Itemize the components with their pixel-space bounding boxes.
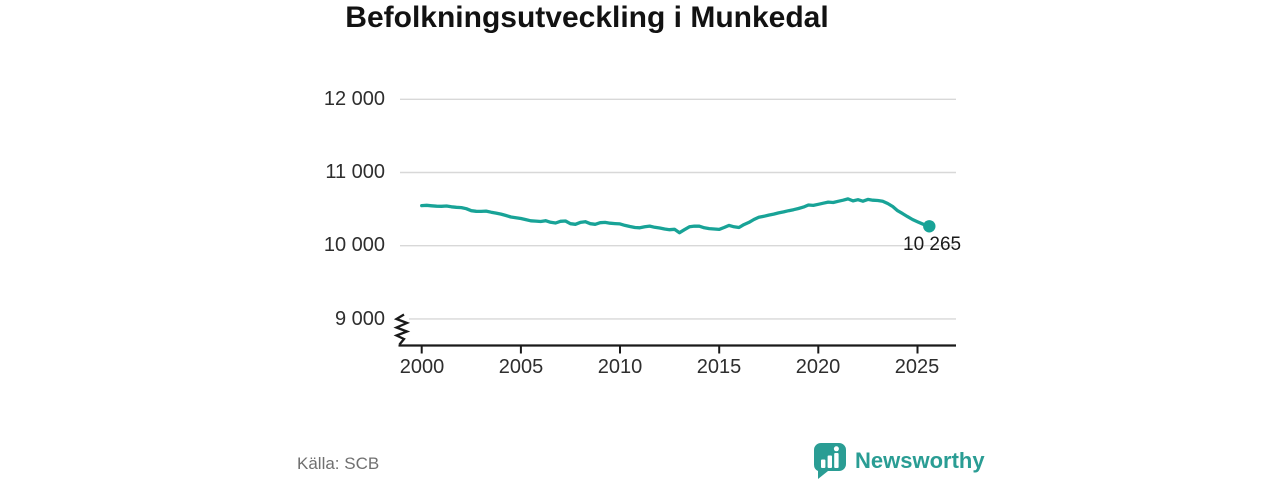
y-tick-label-9000: 9 000 (334, 308, 385, 330)
last-value-label: 10 265 (903, 234, 962, 255)
x-tick-label-2015: 2015 (696, 356, 742, 378)
y-tick-label-11000: 11 000 (325, 161, 385, 183)
last-value-dot (923, 220, 936, 233)
x-tick-label-2010: 2010 (597, 356, 643, 378)
y-axis-break-icon (393, 313, 411, 346)
page-title: Befolkningsutveckling i Munkedal (345, 1, 829, 34)
x-tick-label-2005: 2005 (498, 356, 544, 378)
x-tick-label-2000: 2000 (399, 356, 445, 378)
newsworthy-logo[interactable]: Newsworthy (813, 442, 985, 480)
x-tick-label-2020: 2020 (795, 356, 841, 378)
brand-name: Newsworthy (855, 448, 985, 473)
source-note: Källa: SCB (297, 454, 380, 473)
y-tick-label-10000: 10 000 (323, 234, 385, 256)
y-tick-label-12000: 12 000 (323, 88, 385, 110)
x-tick-label-2025: 2025 (894, 356, 940, 378)
bar-chart-speech-bubble-icon (814, 443, 846, 479)
population-line-series (420, 197, 931, 235)
